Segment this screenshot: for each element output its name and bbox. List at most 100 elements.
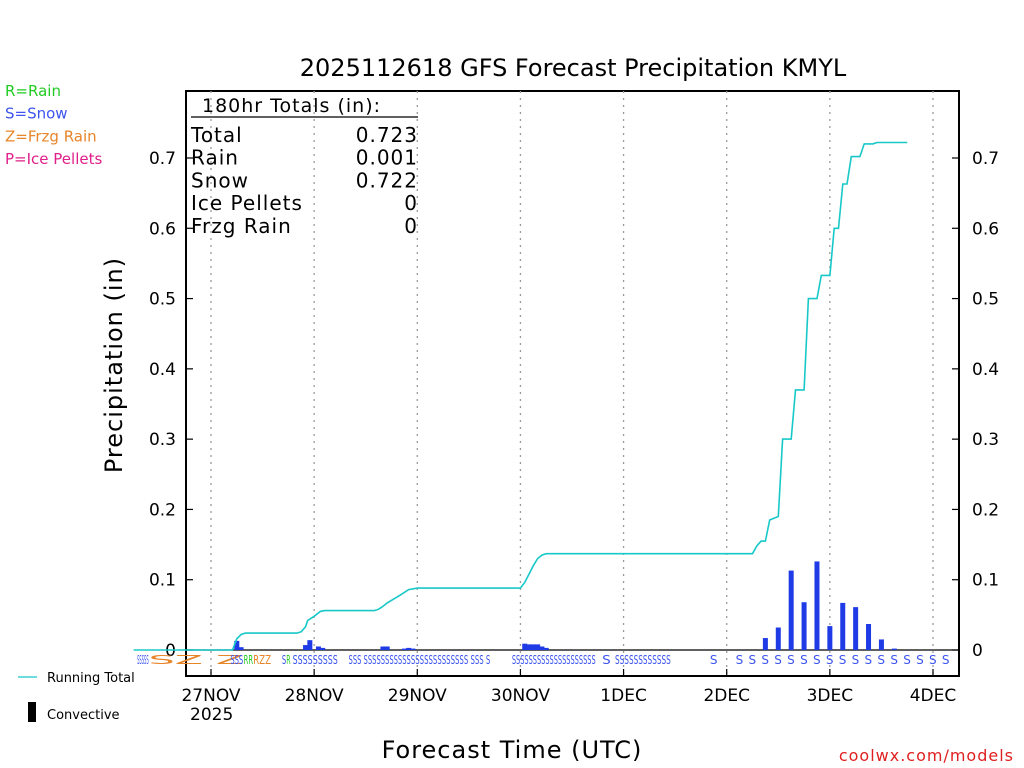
x-tick-sublabel: 2025 <box>190 705 233 725</box>
chart-title: 2025112618 GFS Forecast Precipitation KM… <box>300 54 847 82</box>
y-tick-label-left: 0.1 <box>149 571 176 591</box>
x-tick-label: 29NOV <box>388 686 447 706</box>
running-total-series <box>133 141 908 651</box>
convective-bars <box>234 561 897 650</box>
convective-bar-17 <box>762 638 768 650</box>
y-tick-label-right: 0 <box>972 641 983 661</box>
x-tick-label: 4DEC <box>910 686 957 706</box>
ptype-segment-10: SSSSSSSSSSSSSSSSSSSS <box>512 653 596 667</box>
ptype-legend-item-1: S=Snow <box>5 105 68 123</box>
x-tick-label: 27NOV <box>181 686 240 706</box>
y-axis-label: Precipitation (in) <box>100 257 128 473</box>
y-ticks-right: 0 0.1 0.2 0.3 0.4 0.5 0.6 0.7 <box>952 149 999 661</box>
ptype-segment-12: SSSSSSSSSSSS <box>615 653 671 667</box>
totals-value-4: 0 <box>404 214 418 238</box>
x-tick-label: 30NOV <box>491 686 550 706</box>
y-tick-label-left: 0.3 <box>149 430 176 450</box>
ptype-segment-3: RR <box>244 653 253 667</box>
convective-bar-21 <box>814 561 820 650</box>
ptype-marker-4: S <box>774 653 782 667</box>
y-tick-label-left: 0.4 <box>149 360 176 380</box>
convective-bar-9 <box>406 647 412 650</box>
convective-bar-15 <box>539 646 545 650</box>
convective-bar-18 <box>775 627 781 650</box>
totals-label-2: Snow <box>191 168 249 192</box>
y-tick-label-right: 0.2 <box>972 500 999 520</box>
x-tick-label: 1DEC <box>600 686 647 706</box>
convective-bar-13 <box>530 644 536 650</box>
x-tick-label: 3DEC <box>807 686 854 706</box>
y-tick-label-left: 0.5 <box>149 290 176 310</box>
convective-bar-2 <box>303 645 309 650</box>
y-ticks-left: 0 0.1 0.2 0.3 0.4 0.5 0.6 0.7 <box>149 149 193 661</box>
totals-value-3: 0 <box>404 191 418 215</box>
convective-bar-11 <box>522 643 528 650</box>
y-tick-label-right: 0.5 <box>972 290 999 310</box>
totals-box: 180hr Totals (in): Total 0.723 Rain 0.001 Sn… <box>190 95 418 238</box>
convective-bar-7 <box>384 646 390 650</box>
y-tick-label-right: 0.4 <box>972 360 999 380</box>
ptype-segment-0: SSSSS <box>137 653 149 667</box>
ptype-marker-12: S <box>877 653 885 667</box>
ptype-marker-3: S <box>761 653 769 667</box>
convective-bar-24 <box>853 607 859 650</box>
ptype-segment-2: SSS <box>230 653 243 667</box>
convective-bar-14 <box>535 644 541 650</box>
convective-bar-10 <box>410 648 416 650</box>
y-tick-label-right: 0.7 <box>972 149 999 169</box>
x-tick-label: 2DEC <box>703 686 750 706</box>
convective-bar-0 <box>234 640 240 650</box>
credit-text: coolwx.com/models <box>839 746 1014 765</box>
x-axis-label: Forecast Time (UTC) <box>382 736 643 764</box>
totals-label-1: Rain <box>191 146 239 170</box>
totals-label-4: Frzg Rain <box>191 214 292 238</box>
ptype-marker-15: S <box>916 653 924 667</box>
ptype-segment-7: SSSSSSSSS <box>293 653 338 667</box>
convective-bar-27 <box>891 648 897 650</box>
ptype-marker-8: S <box>826 653 834 667</box>
totals-label-3: Ice Pellets <box>191 191 303 215</box>
ptype-segment-6: R <box>286 653 290 667</box>
ptype-marker-16: S <box>929 653 937 667</box>
convective-bar-6 <box>380 646 386 650</box>
convective-bar-25 <box>866 623 872 650</box>
y-tick-label-right: 0.3 <box>972 430 999 450</box>
running-total-legend-label: Running Total <box>47 671 135 686</box>
convective-bar-4 <box>315 646 321 650</box>
gridlines <box>210 91 934 676</box>
ptype-marker-9: S <box>839 653 847 667</box>
convective-bar-23 <box>840 602 846 650</box>
ptype-segment-11: S <box>602 653 611 667</box>
ptype-marker-2: S <box>749 653 757 667</box>
y-tick-label-left: 0 <box>165 641 176 661</box>
x-tick-label: 28NOV <box>285 686 344 706</box>
ptype-marker-6: S <box>800 653 808 667</box>
convective-bar-20 <box>801 602 807 650</box>
ptype-marker-13: S <box>890 653 898 667</box>
ptype-marker-0: S <box>710 653 718 667</box>
ptype-marker-17: S <box>942 653 950 667</box>
convective-bar-1 <box>238 647 244 650</box>
totals-value-2: 0.722 <box>356 168 418 192</box>
convective-bar-3 <box>307 640 313 650</box>
convective-legend-label: Convective <box>47 708 120 723</box>
totals-label-0: Total <box>190 123 243 147</box>
y-tick-label-left: 0.2 <box>149 500 176 520</box>
convective-bar-16 <box>543 647 549 650</box>
y-tick-label-right: 0.1 <box>972 571 999 591</box>
ptype-marker-7: S <box>813 653 821 667</box>
ptype-segment-4: RZZ <box>253 653 271 667</box>
convective-bar-12 <box>526 644 532 650</box>
ptype-legend-item-2: Z=Frzg Rain <box>5 127 97 145</box>
ptype-segment-1: SZ Z <box>149 653 244 667</box>
convective-bar-19 <box>788 570 794 650</box>
convective-bar-8 <box>401 648 407 650</box>
convective-bar-26 <box>878 639 884 650</box>
ptype-legend-item-3: P=Ice Pellets <box>5 150 102 168</box>
ptype-legend-item-0: R=Rain <box>5 82 61 100</box>
totals-value-0: 0.723 <box>356 123 418 147</box>
running-total-line <box>133 141 908 651</box>
